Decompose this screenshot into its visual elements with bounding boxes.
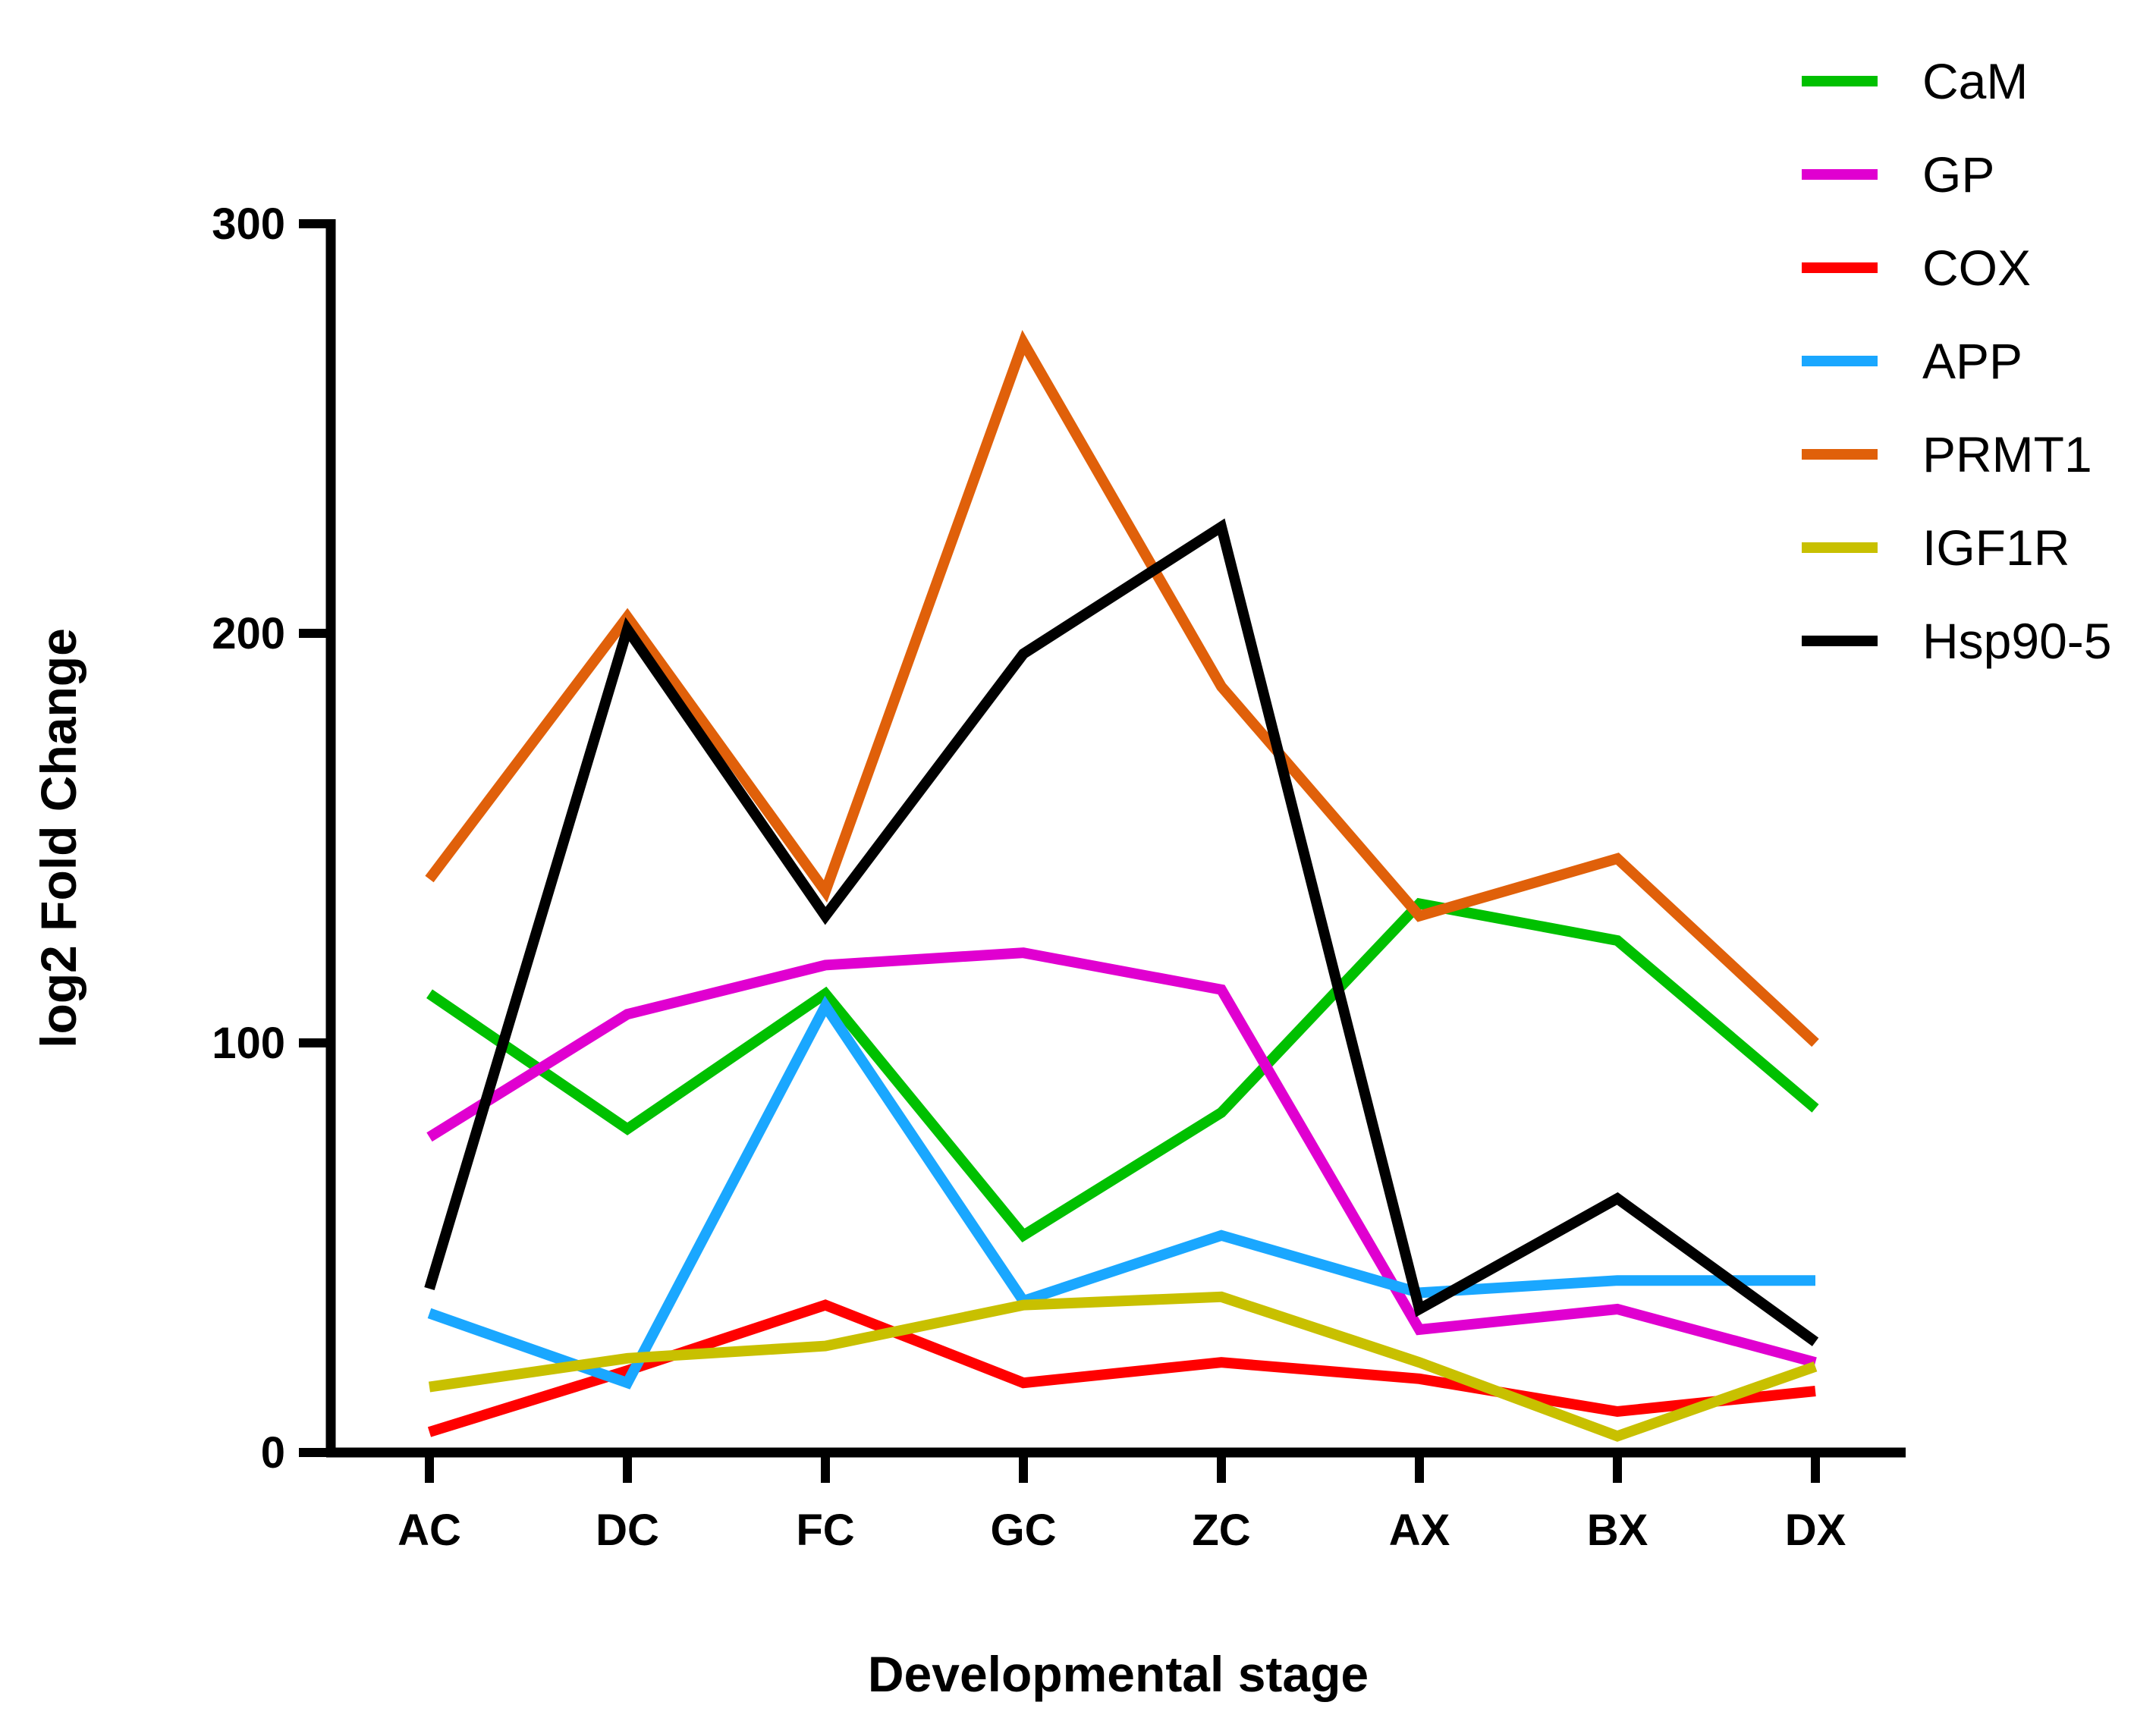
legend-label: GP [1922,146,1994,203]
x-tick-label: FC [796,1506,854,1555]
y-ticks: 0 100 200 300 [212,199,331,1478]
series-line [427,995,1815,1390]
legend-entry: IGF1R [1802,520,2070,576]
series-cam [426,897,1819,1242]
x-tick-label: AC [398,1506,461,1555]
legend-entry: APP [1802,333,2022,389]
legend-label: PRMT1 [1922,426,2092,482]
legend-entry: Hsp90-5 [1802,613,2111,669]
axes-layer [325,219,1906,1458]
x-tick-label: AX [1389,1506,1450,1555]
x-tick-label: DX [1785,1506,1846,1555]
series-prmt1 [425,330,1819,1047]
y-tick-label: 100 [212,1019,285,1068]
series-hsp90-5 [424,518,1819,1346]
legend-entry: PRMT1 [1802,426,2092,482]
series-line [428,1291,1818,1442]
y-tick-label: 0 [261,1428,285,1478]
series-line [426,947,1817,1368]
series-line [424,518,1819,1346]
y-axis-title: log2 Fold Change [30,628,86,1048]
legend-label: COX [1922,240,2031,296]
series-gp [426,947,1817,1368]
legend-label: IGF1R [1922,520,2070,576]
legend-label: CaM [1922,53,2028,109]
x-tick-label: DC [596,1506,659,1555]
y-tick-label: 300 [212,199,285,249]
legend: CaM GP COX APP PRMT1 IGF1R Hsp90-5 [1802,53,2111,669]
series-layer [424,330,1819,1442]
x-tick-label: GC [991,1506,1057,1555]
x-tick-label: ZC [1192,1506,1250,1555]
legend-entry: CaM [1802,53,2028,109]
legend-entry: GP [1802,146,1994,203]
legend-label: APP [1922,333,2022,389]
legend-entry: COX [1802,240,2031,296]
series-app [427,995,1815,1390]
series-igf1r [428,1291,1818,1442]
x-tick-label: BX [1587,1506,1648,1555]
legend-label: Hsp90-5 [1922,613,2111,669]
x-axis-title: Developmental stage [868,1646,1369,1702]
series-line [425,330,1819,1047]
x-ticks: AC DC FC GC ZC AX BX DX [398,1452,1846,1555]
y-tick-label: 200 [212,609,285,658]
series-line [426,897,1819,1242]
